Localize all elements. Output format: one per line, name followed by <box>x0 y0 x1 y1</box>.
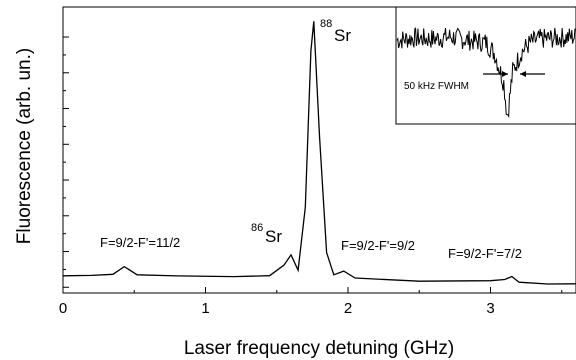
label-sr88-mass: 88 <box>320 18 332 30</box>
x-tick-label: 0 <box>59 300 67 317</box>
label-sr86-mass: 86 <box>251 222 263 234</box>
label-sr88: 88 Sr <box>320 18 351 45</box>
inset: 50 kHz FWHM <box>395 6 576 125</box>
fluorescence-trace <box>62 21 576 285</box>
fwhm-arrows <box>483 71 545 77</box>
x-axis-label: Laser frequency detuning (GHz) <box>184 338 454 359</box>
x-tick-label: 2 <box>344 300 352 317</box>
label-sr88-symbol: Sr <box>334 26 351 45</box>
annotation-f7-2: F=9/2-F'=7/2 <box>448 246 522 261</box>
annotation-f11-2: F=9/2-F'=11/2 <box>100 235 180 250</box>
inset-frame <box>395 6 576 125</box>
inset-trace <box>396 27 576 119</box>
label-sr86: 86 Sr <box>251 222 282 246</box>
x-tick-label: 1 <box>201 300 209 317</box>
label-sr86-symbol: Sr <box>265 227 282 246</box>
inset-fwhm-label: 50 kHz FWHM <box>404 81 469 92</box>
plot-frame <box>62 6 576 294</box>
annotation-f9-2: F=9/2-F'=9/2 <box>341 238 415 253</box>
x-tick-label: 3 <box>486 300 494 317</box>
y-axis-label: Fluorescence (arb. un.) <box>14 48 35 244</box>
